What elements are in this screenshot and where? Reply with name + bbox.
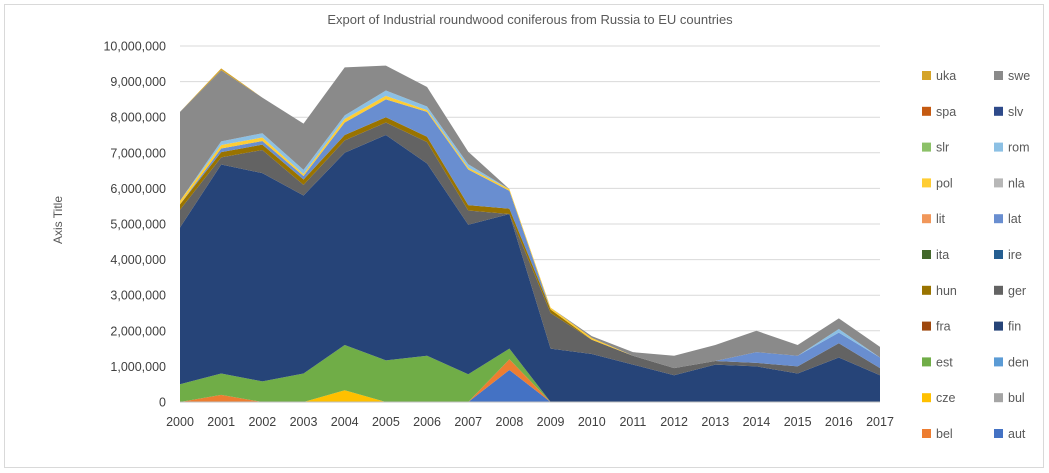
legend-swatch-hun bbox=[922, 285, 931, 295]
area-series-fin bbox=[180, 135, 880, 402]
legend-label-lat: lat bbox=[1008, 212, 1022, 226]
legend-swatch-slv bbox=[994, 106, 1003, 116]
legend-label-aut: aut bbox=[1008, 427, 1026, 441]
legend-label-ita: ita bbox=[936, 248, 949, 262]
legend-swatch-pol bbox=[922, 178, 931, 188]
legend-swatch-uka bbox=[922, 71, 931, 80]
axes: 0 1,000,000 2,000,000 3,000,000 4,000,000 5,0… bbox=[103, 40, 894, 430]
legend-label-ger: ger bbox=[1008, 284, 1026, 298]
legend-swatch-swe bbox=[994, 71, 1003, 80]
area-series-est bbox=[180, 345, 880, 402]
legend-label-den: den bbox=[1008, 355, 1029, 369]
legend-swatch-est bbox=[922, 357, 931, 367]
x-tick-label: 2003 bbox=[290, 415, 318, 429]
legend-label-hun: hun bbox=[936, 284, 957, 298]
legend-swatch-bel bbox=[922, 429, 931, 438]
legend-swatch-rom bbox=[994, 142, 1003, 152]
legend-label-slv: slv bbox=[1008, 105, 1024, 119]
x-tick-label: 2014 bbox=[743, 415, 771, 429]
legend-label-spa: spa bbox=[936, 105, 956, 119]
y-tick-label: 1,000,000 bbox=[110, 360, 166, 374]
chart-frame bbox=[4, 4, 1044, 468]
legend-label-pol: pol bbox=[936, 176, 953, 190]
x-tick-label: 2010 bbox=[578, 415, 606, 429]
legend-label-nla: nla bbox=[1008, 176, 1025, 190]
chart-title: Export of Industrial roundwood coniferou… bbox=[327, 12, 733, 27]
legend-label-bul: bul bbox=[1008, 391, 1025, 405]
x-tick-label: 2004 bbox=[331, 415, 359, 429]
y-tick-label: 6,000,000 bbox=[110, 182, 166, 196]
x-tick-label: 2012 bbox=[660, 415, 688, 429]
x-tick-label: 2009 bbox=[537, 415, 565, 429]
y-tick-label: 4,000,000 bbox=[110, 253, 166, 267]
y-tick-label: 7,000,000 bbox=[110, 146, 166, 160]
legend-swatch-aut bbox=[994, 429, 1003, 438]
legend-swatch-ger bbox=[994, 285, 1003, 295]
area-series-bel bbox=[180, 359, 880, 402]
x-tick-label: 2000 bbox=[166, 415, 194, 429]
y-tick-label: 2,000,000 bbox=[110, 324, 166, 338]
y-tick-label: 9,000,000 bbox=[110, 75, 166, 89]
legend-swatch-cze bbox=[922, 393, 931, 403]
x-tick-label: 2015 bbox=[784, 415, 812, 429]
legend-swatch-ita bbox=[922, 250, 931, 259]
y-tick-label: 3,000,000 bbox=[110, 289, 166, 303]
plot-area bbox=[180, 65, 880, 402]
x-tick-label: 2008 bbox=[496, 415, 524, 429]
legend-swatch-bul bbox=[994, 393, 1003, 403]
legend-swatch-fra bbox=[922, 321, 931, 331]
legend-label-bel: bel bbox=[936, 427, 953, 441]
legend-label-est: est bbox=[936, 355, 953, 369]
x-tick-label: 2002 bbox=[248, 415, 276, 429]
legend-label-fin: fin bbox=[1008, 320, 1021, 334]
legend-label-swe: swe bbox=[1008, 69, 1030, 83]
x-tick-label: 2005 bbox=[372, 415, 400, 429]
legend-label-fra: fra bbox=[936, 320, 951, 334]
x-tick-label: 2016 bbox=[825, 415, 853, 429]
legend-label-ire: ire bbox=[1008, 248, 1022, 262]
y-tick-label: 8,000,000 bbox=[110, 111, 166, 125]
legend-label-lit: lit bbox=[936, 212, 946, 226]
legend-label-rom: rom bbox=[1008, 141, 1030, 155]
legend-swatch-nla bbox=[994, 178, 1003, 188]
legend-label-uka: uka bbox=[936, 69, 956, 83]
y-tick-label: 10,000,000 bbox=[103, 40, 166, 54]
legend-swatch-lat bbox=[994, 214, 1003, 224]
x-tick-label: 2001 bbox=[207, 415, 235, 429]
area-series-swe bbox=[180, 65, 880, 369]
x-tick-label: 2006 bbox=[413, 415, 441, 429]
legend-swatch-ire bbox=[994, 250, 1003, 259]
x-tick-label: 2013 bbox=[701, 415, 729, 429]
x-tick-label: 2017 bbox=[866, 415, 894, 429]
y-tick-label: 5,000,000 bbox=[110, 218, 166, 232]
legend-swatch-fin bbox=[994, 321, 1003, 331]
legend: uka swe spa slv slr rom pol nla lit lat ita ire hun g… bbox=[922, 69, 1030, 441]
legend-label-slr: slr bbox=[936, 141, 949, 155]
legend-label-cze: cze bbox=[936, 391, 956, 405]
x-tick-label: 2011 bbox=[619, 415, 646, 429]
legend-swatch-lit bbox=[922, 214, 931, 224]
legend-swatch-den bbox=[994, 357, 1003, 367]
area-series-aut bbox=[180, 369, 880, 402]
legend-swatch-slr bbox=[922, 142, 931, 152]
y-tick-label: 0 bbox=[159, 396, 166, 410]
legend-swatch-spa bbox=[922, 106, 931, 116]
x-tick-label: 2007 bbox=[454, 415, 482, 429]
